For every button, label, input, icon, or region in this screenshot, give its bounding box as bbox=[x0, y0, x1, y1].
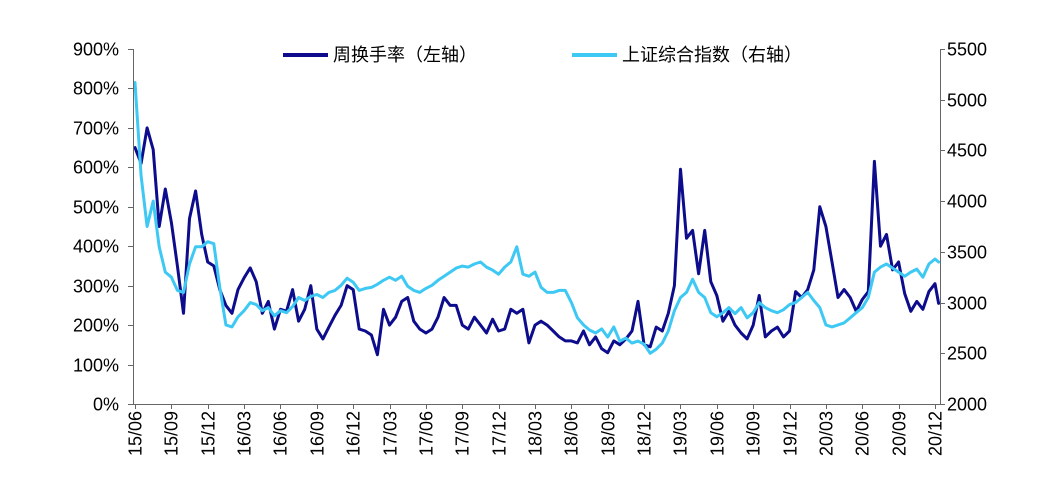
x-tick-label: 19/06 bbox=[708, 411, 728, 456]
x-tick-label: 18/06 bbox=[562, 411, 582, 456]
x-tick-label: 16/09 bbox=[308, 411, 328, 456]
y-right-tick-label: 5500 bbox=[947, 40, 987, 60]
x-tick-label: 16/03 bbox=[235, 411, 255, 456]
y-left-tick-label: 800% bbox=[73, 79, 119, 99]
x-tick-label: 18/12 bbox=[635, 411, 655, 456]
y-right-tick-label: 3000 bbox=[947, 294, 987, 314]
x-tick-label: 16/06 bbox=[271, 411, 291, 456]
x-tick-label: 20/09 bbox=[890, 411, 910, 456]
x-tick-label: 15/12 bbox=[199, 411, 219, 456]
y-left-tick-label: 900% bbox=[73, 40, 119, 60]
turnover-rate-line bbox=[133, 126, 941, 357]
x-tick-label: 17/06 bbox=[417, 411, 437, 456]
x-tick-label: 19/09 bbox=[744, 411, 764, 456]
y-left-tick-label: 300% bbox=[73, 277, 119, 297]
x-tick-label: 16/12 bbox=[344, 411, 364, 456]
x-tick-label: 20/06 bbox=[853, 411, 873, 456]
sse-index-line bbox=[133, 81, 941, 355]
x-tick-label: 17/12 bbox=[490, 411, 510, 456]
x-tick-label: 19/12 bbox=[781, 411, 801, 456]
y-left-tick-label: 200% bbox=[73, 316, 119, 336]
legend-label-turnover-rate: 周换手率（左轴） bbox=[333, 45, 477, 65]
y-right-tick-label: 2000 bbox=[947, 395, 987, 415]
y-left-tick-label: 400% bbox=[73, 237, 119, 257]
y-left-tick-label: 700% bbox=[73, 119, 119, 139]
y-left-tick-label: 100% bbox=[73, 356, 119, 376]
x-tick-label: 15/06 bbox=[126, 411, 146, 456]
x-tick-label: 15/09 bbox=[162, 411, 182, 456]
legend-label-sse-index: 上证综合指数（右轴） bbox=[622, 45, 802, 65]
y-right-tick-label: 4500 bbox=[947, 141, 987, 161]
y-right-tick-label: 4000 bbox=[947, 192, 987, 212]
y-right-tick-label: 5000 bbox=[947, 91, 987, 111]
y-left-tick-label: 0% bbox=[93, 395, 119, 415]
y-left-tick-label: 600% bbox=[73, 158, 119, 178]
axes bbox=[133, 49, 941, 405]
y-right-tick-label: 3500 bbox=[947, 243, 987, 263]
x-tick-label: 18/09 bbox=[599, 411, 619, 456]
x-tick-label: 17/03 bbox=[381, 411, 401, 456]
x-tick-label: 20/12 bbox=[926, 411, 946, 456]
y-right-tick-label: 2500 bbox=[947, 344, 987, 364]
y-left-tick-label: 500% bbox=[73, 198, 119, 218]
x-tick-label: 18/03 bbox=[526, 411, 546, 456]
x-tick-label: 20/03 bbox=[817, 411, 837, 456]
legend: 周换手率（左轴） 上证综合指数（右轴） bbox=[283, 45, 802, 65]
plot-area bbox=[133, 81, 941, 357]
tick-group: 0% 100% 200% 300% 400% 500% 600% 700% 800% 900% 20… bbox=[73, 40, 987, 457]
x-tick-label: 19/03 bbox=[671, 411, 691, 456]
x-tick-label: 17/09 bbox=[453, 411, 473, 456]
